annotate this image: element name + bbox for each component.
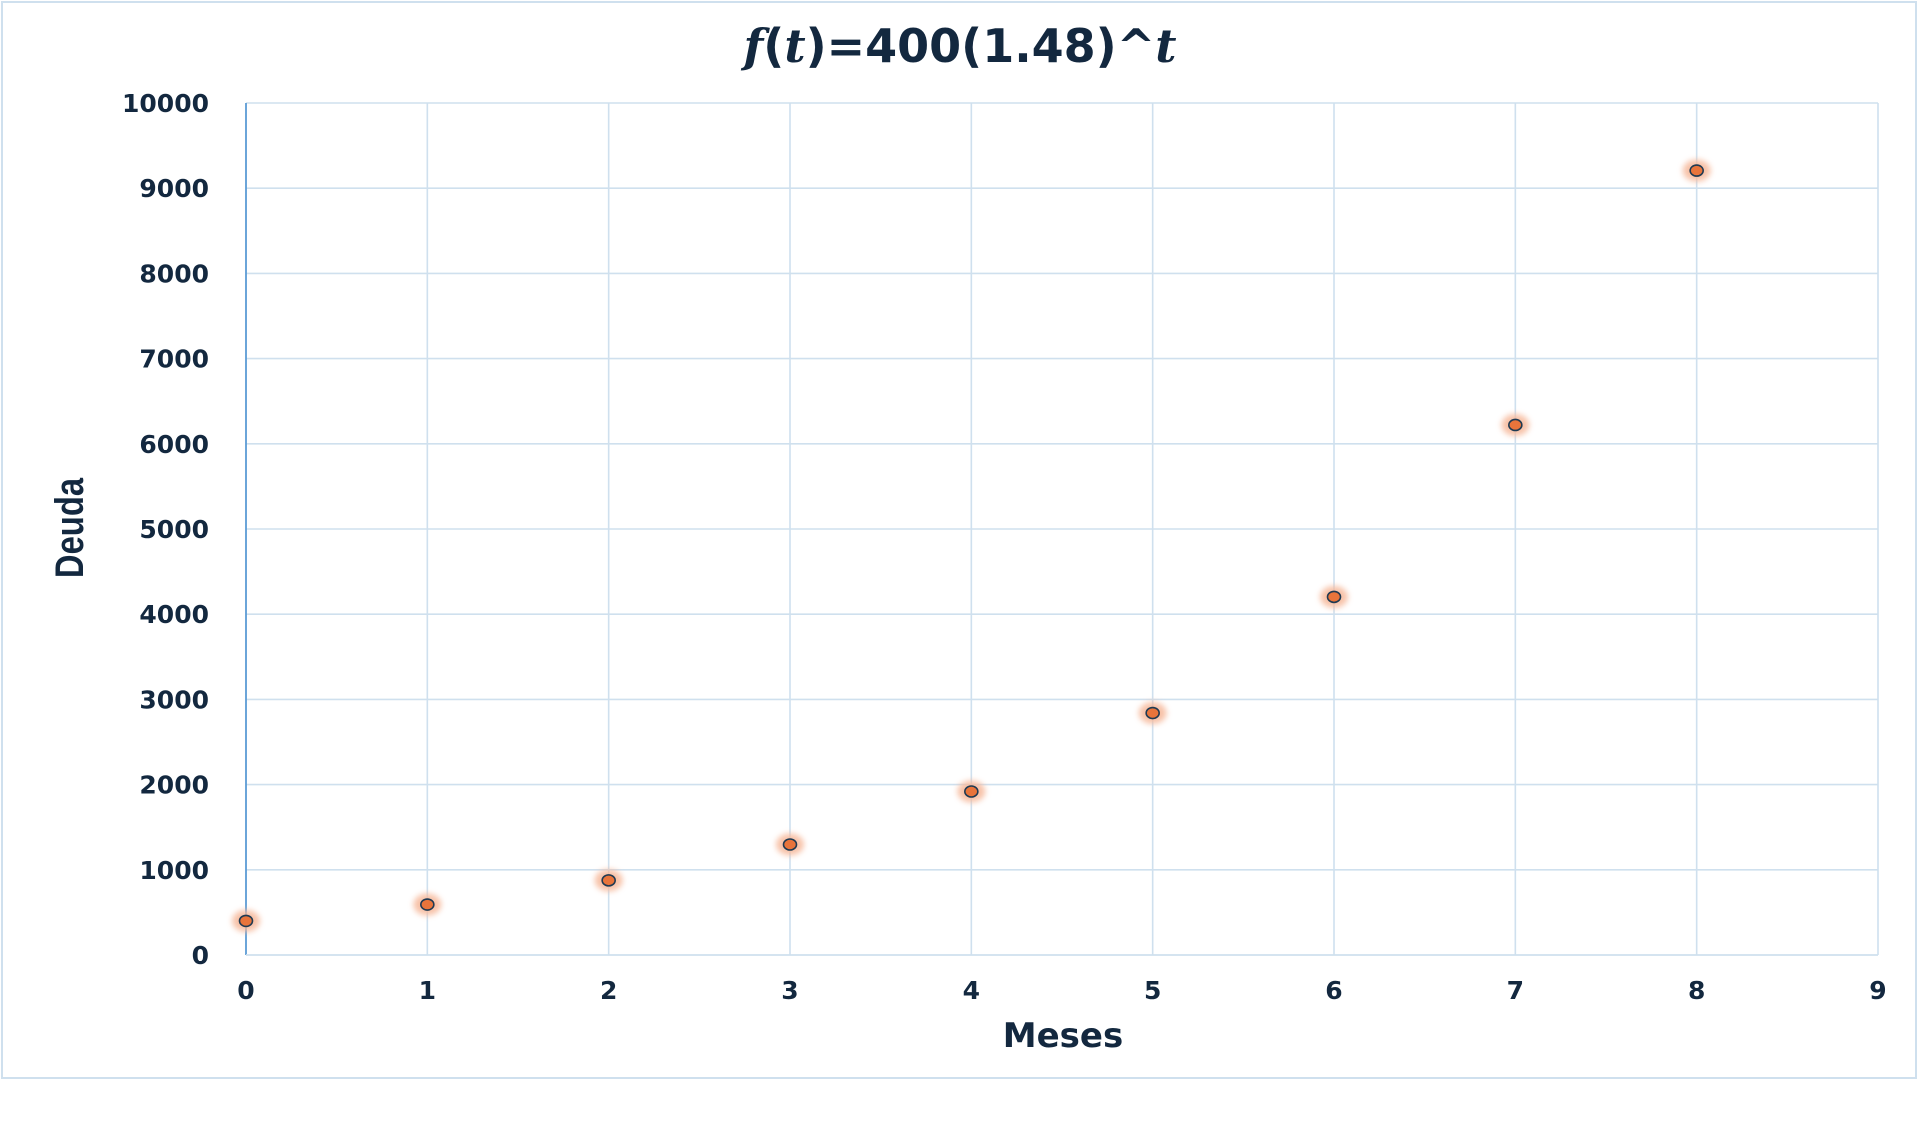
title-t-exponent: t xyxy=(1155,19,1176,73)
x-tick-label: 5 xyxy=(1144,976,1161,1005)
data-point xyxy=(1682,159,1711,182)
grid-lines xyxy=(246,102,1879,955)
x-tick-label: 9 xyxy=(1869,976,1886,1005)
title-t: t xyxy=(784,19,805,73)
y-tick-label: 7000 xyxy=(139,345,209,374)
x-axis-title: Meses xyxy=(1003,1016,1123,1056)
data-points xyxy=(232,159,1711,932)
y-tick-label: 10000 xyxy=(122,89,209,118)
data-point xyxy=(413,893,442,916)
data-point-marker xyxy=(782,838,798,851)
data-point-marker xyxy=(1326,590,1342,604)
data-point-marker xyxy=(1689,164,1704,177)
data-point-marker xyxy=(1145,706,1160,720)
y-tick-label: 3000 xyxy=(139,685,209,714)
y-tick-label: 5000 xyxy=(139,515,209,544)
x-tick-label: 3 xyxy=(781,976,798,1005)
x-tick-label: 0 xyxy=(237,976,254,1005)
y-tick-label: 6000 xyxy=(139,430,209,459)
title-mid: )=400(1.48)^ xyxy=(806,19,1156,73)
data-point xyxy=(957,780,986,803)
y-tick-label: 1000 xyxy=(139,856,209,885)
data-point-marker xyxy=(238,914,254,928)
data-point xyxy=(776,833,804,856)
x-tick-label: 2 xyxy=(600,976,617,1005)
x-tick-label: 8 xyxy=(1688,976,1705,1005)
x-tick-label: 1 xyxy=(419,976,436,1005)
chart-title: f(t)=400(1.48)^t xyxy=(741,19,1177,73)
data-point xyxy=(594,869,623,892)
data-point xyxy=(1138,702,1167,725)
data-point xyxy=(232,909,260,932)
y-tick-label: 9000 xyxy=(139,174,209,203)
chart-frame xyxy=(1,1,1917,1079)
axes xyxy=(245,103,1878,956)
y-axis-title: Deuda xyxy=(47,477,92,578)
data-point-marker xyxy=(1508,418,1523,432)
data-point-marker xyxy=(420,898,435,911)
data-point-marker xyxy=(601,874,616,887)
title-open: ( xyxy=(763,19,784,73)
y-tick-label: 4000 xyxy=(139,600,209,629)
y-tick-label: 2000 xyxy=(139,771,209,800)
data-point xyxy=(1501,413,1530,436)
x-tick-labels: 0 1 2 3 4 5 6 7 8 9 xyxy=(237,976,1886,1005)
y-tick-label: 8000 xyxy=(139,259,209,288)
y-tick-labels: 0 1000 2000 3000 4000 5000 6000 7000 8000 9000 100… xyxy=(122,89,209,970)
data-point xyxy=(1320,585,1348,608)
y-tick-label: 0 xyxy=(192,941,209,970)
x-tick-label: 7 xyxy=(1507,976,1524,1005)
x-tick-label: 6 xyxy=(1325,976,1342,1005)
x-tick-label: 4 xyxy=(963,976,980,1005)
data-point-marker xyxy=(964,785,979,798)
